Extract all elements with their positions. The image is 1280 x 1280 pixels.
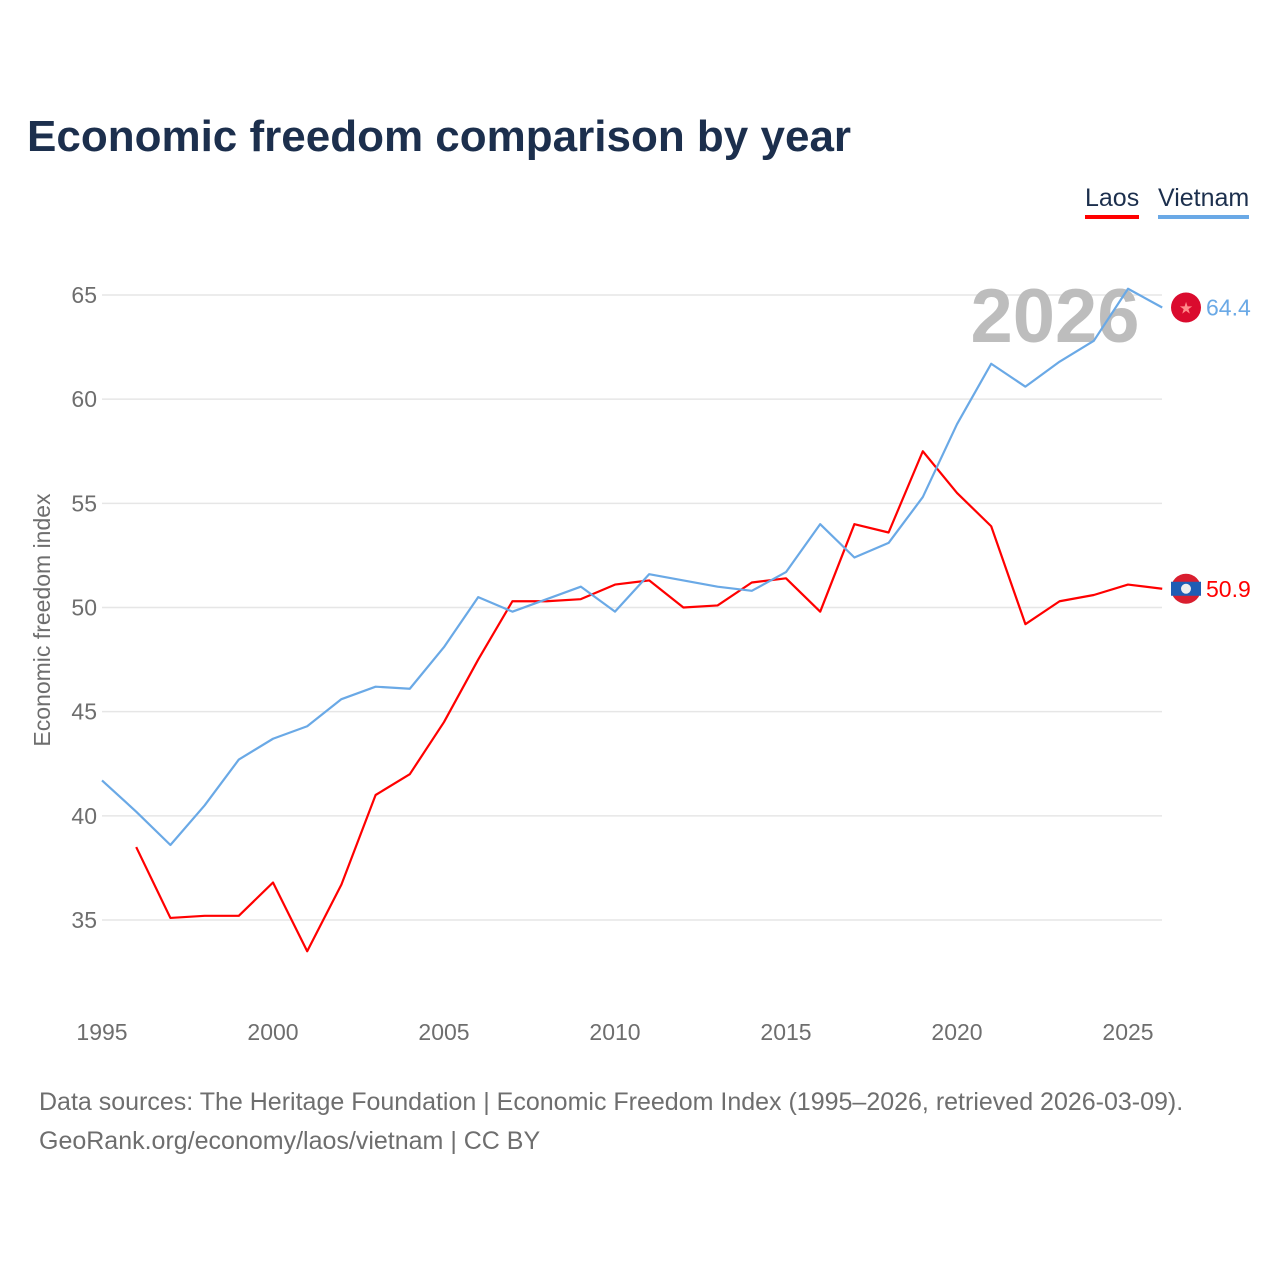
- star-icon: ★: [1179, 301, 1193, 318]
- x-tick-label: 2025: [1102, 1019, 1153, 1045]
- x-tick-label: 2015: [760, 1019, 811, 1045]
- x-tick-label: 2005: [418, 1019, 469, 1045]
- legend-laos[interactable]: Laos: [1085, 184, 1140, 219]
- y-tick-label: 35: [71, 907, 97, 933]
- y-axis-label: Economic freedom index: [29, 493, 55, 747]
- y-tick-label: 65: [71, 282, 97, 308]
- legend-vietnam[interactable]: Vietnam: [1158, 184, 1250, 219]
- y-tick-label: 55: [71, 490, 97, 516]
- footer-credit[interactable]: GeoRank.org/economy/laos/vietnam | CC BY: [39, 1127, 541, 1155]
- flag-circle: [1171, 292, 1201, 323]
- y-tick-label: 50: [71, 595, 97, 621]
- footer-sources: Data sources: The Heritage Foundation | …: [39, 1088, 1184, 1116]
- flag-icon-laos: [1171, 573, 1201, 604]
- x-tick-label: 1995: [76, 1019, 127, 1045]
- end-label-vietnam: 64.4: [1206, 295, 1251, 321]
- flag-disc: [1181, 583, 1191, 594]
- series-line-laos: [135, 450, 1163, 953]
- highlight-year-label: 2026: [970, 274, 1139, 359]
- chart-title: Economic freedom comparison by year: [27, 112, 852, 161]
- series-line-vietnam: [101, 287, 1163, 847]
- y-tick-label: 60: [71, 386, 97, 412]
- y-tick-label: 45: [71, 699, 97, 725]
- flag-icon-vietnam: ★: [1171, 292, 1201, 323]
- x-tick-label: 2000: [247, 1019, 298, 1045]
- x-tick-label: 2010: [589, 1019, 640, 1045]
- y-tick-label: 40: [71, 803, 97, 829]
- x-tick-label: 2020: [931, 1019, 982, 1045]
- end-label-laos: 50.9: [1206, 576, 1251, 602]
